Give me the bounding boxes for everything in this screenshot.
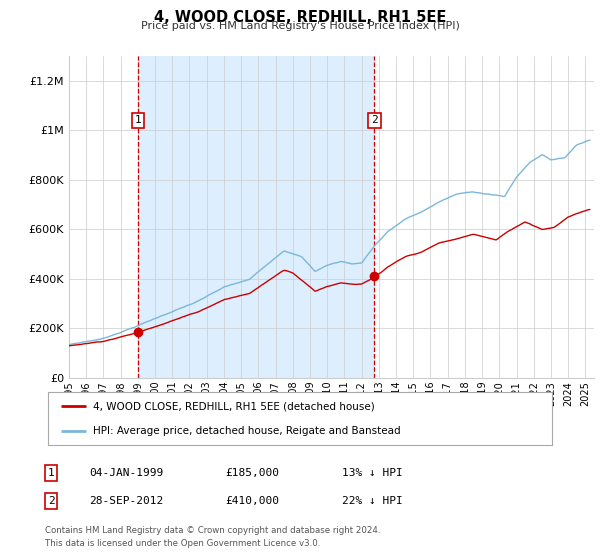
- Text: Contains HM Land Registry data © Crown copyright and database right 2024.: Contains HM Land Registry data © Crown c…: [45, 526, 380, 535]
- Text: £410,000: £410,000: [225, 496, 279, 506]
- Text: 2: 2: [371, 115, 378, 125]
- Text: HPI: Average price, detached house, Reigate and Banstead: HPI: Average price, detached house, Reig…: [94, 426, 401, 436]
- Text: 4, WOOD CLOSE, REDHILL, RH1 5EE: 4, WOOD CLOSE, REDHILL, RH1 5EE: [154, 10, 446, 25]
- Text: 13% ↓ HPI: 13% ↓ HPI: [341, 468, 403, 478]
- Text: 22% ↓ HPI: 22% ↓ HPI: [341, 496, 403, 506]
- Text: 04-JAN-1999: 04-JAN-1999: [89, 468, 163, 478]
- Text: £185,000: £185,000: [225, 468, 279, 478]
- Text: 28-SEP-2012: 28-SEP-2012: [89, 496, 163, 506]
- Text: 2: 2: [47, 496, 55, 506]
- Text: 1: 1: [47, 468, 55, 478]
- Text: 1: 1: [135, 115, 142, 125]
- Text: This data is licensed under the Open Government Licence v3.0.: This data is licensed under the Open Gov…: [45, 539, 320, 548]
- Bar: [138, 56, 374, 378]
- Text: Price paid vs. HM Land Registry's House Price Index (HPI): Price paid vs. HM Land Registry's House …: [140, 21, 460, 31]
- Text: 4, WOOD CLOSE, REDHILL, RH1 5EE (detached house): 4, WOOD CLOSE, REDHILL, RH1 5EE (detache…: [94, 402, 375, 412]
